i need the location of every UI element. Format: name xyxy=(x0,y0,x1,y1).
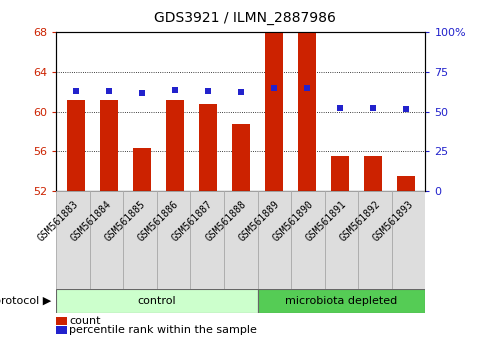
Bar xyxy=(90,191,123,289)
Bar xyxy=(231,125,249,191)
Bar xyxy=(396,176,414,191)
Bar xyxy=(358,191,391,289)
Bar xyxy=(56,191,90,289)
Text: GSM561888: GSM561888 xyxy=(203,199,247,244)
Text: GSM561889: GSM561889 xyxy=(237,199,281,244)
Point xyxy=(105,88,113,93)
Bar xyxy=(56,289,257,313)
Point xyxy=(138,90,145,96)
Point xyxy=(171,87,179,93)
Point xyxy=(203,88,211,93)
Text: GSM561883: GSM561883 xyxy=(36,199,80,244)
Text: GSM561885: GSM561885 xyxy=(102,199,147,244)
Point xyxy=(368,105,376,110)
Text: control: control xyxy=(137,296,176,306)
Bar xyxy=(123,191,157,289)
Bar xyxy=(257,289,425,313)
Bar xyxy=(257,191,290,289)
Text: GSM561887: GSM561887 xyxy=(169,199,214,244)
Bar xyxy=(165,99,183,191)
Bar xyxy=(190,191,224,289)
Text: microbiota depleted: microbiota depleted xyxy=(285,296,397,306)
Bar xyxy=(391,191,425,289)
Text: GSM561891: GSM561891 xyxy=(304,199,348,244)
Point xyxy=(401,106,409,112)
Bar xyxy=(199,104,217,191)
Bar xyxy=(324,191,358,289)
Point xyxy=(302,85,310,91)
Text: GDS3921 / ILMN_2887986: GDS3921 / ILMN_2887986 xyxy=(153,11,335,25)
Point xyxy=(236,90,244,95)
Text: GSM561890: GSM561890 xyxy=(270,199,314,244)
Point xyxy=(335,105,343,110)
Text: GSM561892: GSM561892 xyxy=(337,199,382,244)
Text: GSM561886: GSM561886 xyxy=(136,199,181,244)
Text: percentile rank within the sample: percentile rank within the sample xyxy=(69,325,257,335)
Point xyxy=(72,88,80,93)
Text: count: count xyxy=(69,316,101,326)
Bar xyxy=(100,99,118,191)
Bar xyxy=(157,191,190,289)
Text: GSM561884: GSM561884 xyxy=(69,199,113,244)
Bar xyxy=(67,99,85,191)
Bar xyxy=(363,156,381,191)
Point xyxy=(269,85,277,91)
Bar xyxy=(224,191,257,289)
Text: GSM561893: GSM561893 xyxy=(370,199,415,244)
Bar xyxy=(297,32,315,191)
Text: protocol ▶: protocol ▶ xyxy=(0,296,51,306)
Bar xyxy=(330,156,348,191)
Bar xyxy=(264,27,282,191)
Bar xyxy=(133,148,151,191)
Bar xyxy=(290,191,324,289)
